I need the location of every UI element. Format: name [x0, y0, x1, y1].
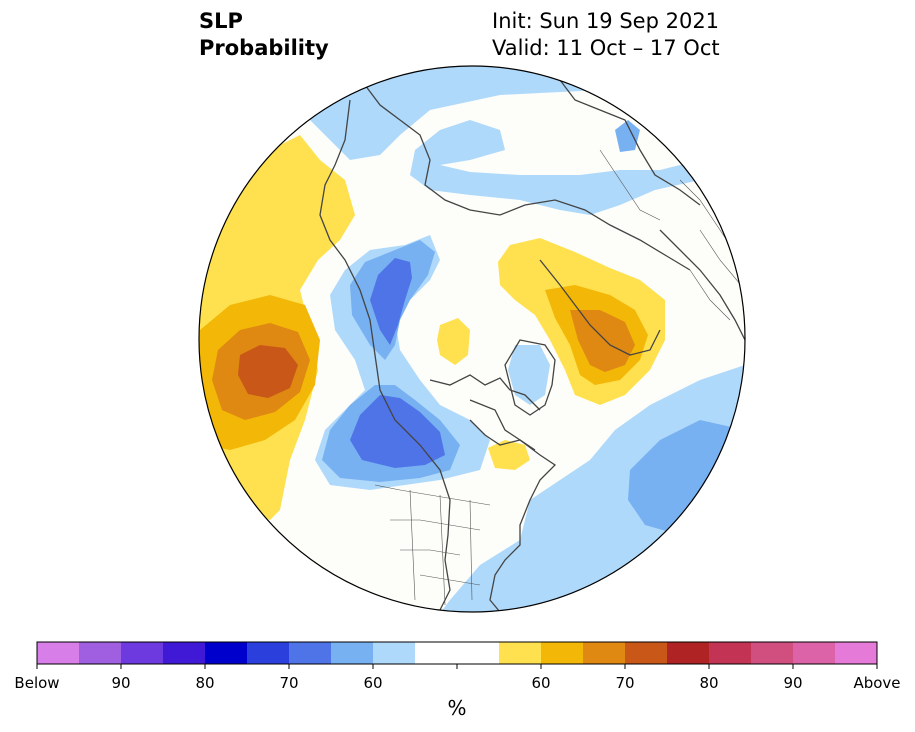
init-date-label: Init: Sun 19 Sep 2021: [492, 9, 720, 33]
coastline-eurasia-north: [364, 84, 691, 271]
border-us-states-1: [390, 519, 481, 586]
title-line-2: Probability: [199, 36, 329, 60]
colorbar-tick-label: 60: [363, 674, 383, 692]
chart-title: SLP Probability: [199, 8, 329, 62]
colorbar-cell-12: [541, 642, 584, 664]
darkorange-region-pacific: [238, 345, 298, 398]
colorbar-cell-13: [583, 642, 626, 664]
medblue-region-siberia: [615, 120, 640, 152]
colorbar-cell-14: [625, 642, 668, 664]
polar-probability-map: [198, 65, 746, 613]
colorbar-cell-7: [331, 642, 374, 664]
coastline-north-america-east: [469, 399, 557, 612]
colorbar-cell-19: [835, 642, 878, 664]
colorbar-cell-11: [499, 642, 542, 664]
colorbar-cell-5: [247, 642, 290, 664]
colorbar-tick-label: 60: [531, 674, 551, 692]
darkblue-region-alaska: [370, 258, 412, 345]
colorbar-tick-label: Above: [853, 674, 901, 692]
map-border: [198, 65, 746, 613]
yellow-region-hudson: [488, 440, 530, 470]
colorbar-tick-label: 90: [111, 674, 131, 692]
colorbar-tick-label: 80: [195, 674, 215, 692]
colorbar-ticks: [36, 664, 878, 669]
yellow-region-arctic: [437, 318, 470, 365]
darkblue-region-pacific: [350, 395, 445, 468]
border-us-states-2: [409, 489, 473, 606]
colorbar-cell-6: [289, 642, 332, 664]
coastline-hudson-bay: [469, 419, 536, 451]
colorbar-tick-label: 70: [615, 674, 635, 692]
coastline-scandinavia: [539, 259, 661, 356]
colorbar: [36, 641, 878, 669]
colorbar-tick-label: 70: [279, 674, 299, 692]
blue-region-greenland: [508, 345, 550, 405]
forecast-dates: Init: Sun 19 Sep 2021 Valid: 11 Oct – 17…: [492, 8, 720, 62]
colorbar-cell-10: [457, 642, 500, 664]
blue-region-north-asia: [300, 66, 745, 215]
coastline-north-america-west: [319, 99, 451, 611]
title-line-1: SLP: [199, 9, 243, 33]
colorbar-cell-16: [709, 642, 752, 664]
colorbar-cell-8: [373, 642, 416, 664]
colorbar-cell-2: [121, 642, 164, 664]
orange-region-europe: [570, 310, 635, 372]
colorbar-tick-label: 90: [783, 674, 803, 692]
colorbar-cell-17: [751, 642, 794, 664]
coastline-east-asia: [559, 79, 701, 206]
colorbar-cell-18: [793, 642, 836, 664]
colorbar-tick-label: 80: [699, 674, 719, 692]
colorbar-cell-4: [205, 642, 248, 664]
coastline-europe: [659, 229, 745, 341]
coastline-arctic-canada: [429, 374, 541, 411]
coastlines: [319, 79, 745, 612]
colorbar-tick-label: Below: [14, 674, 60, 692]
colorbar-unit-label: %: [447, 696, 467, 720]
border-eurasia-2: [689, 229, 745, 321]
colorbar-cell-15: [667, 642, 710, 664]
colorbar-cell-0: [37, 642, 80, 664]
colorbar-cell-9: [415, 642, 458, 664]
colorbar-cells: [37, 642, 878, 664]
valid-date-label: Valid: 11 Oct – 17 Oct: [492, 36, 720, 60]
map-disc-content: [199, 66, 745, 612]
colorbar-cell-3: [163, 642, 206, 664]
colorbar-cell-1: [79, 642, 122, 664]
coastline-greenland: [504, 339, 556, 416]
